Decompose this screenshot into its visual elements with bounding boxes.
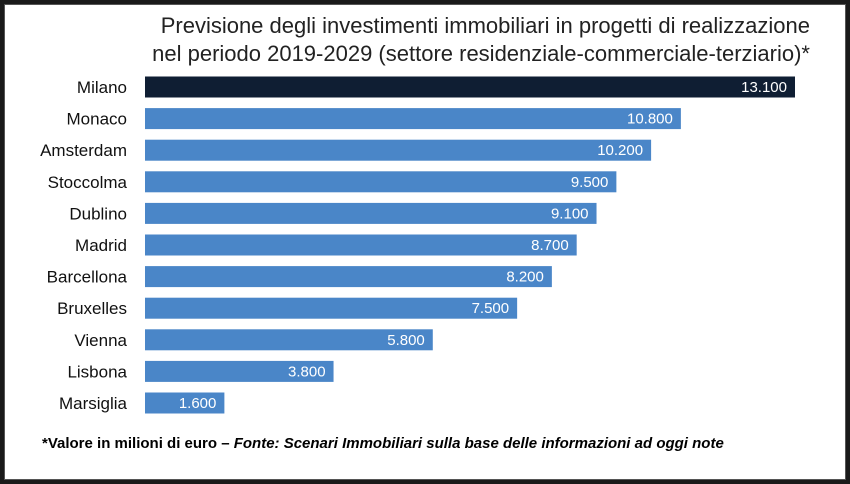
bar — [145, 392, 225, 414]
value-label: 8.200 — [506, 269, 544, 286]
bar — [145, 329, 433, 351]
category-label: Madrid — [75, 236, 127, 255]
value-label: 9.100 — [551, 205, 589, 222]
bar — [145, 202, 597, 224]
category-label: Bruxelles — [57, 299, 127, 318]
category-label: Stoccolma — [48, 173, 128, 192]
category-label: Amsterdam — [40, 141, 127, 160]
category-label: Marsiglia — [59, 394, 128, 413]
bar — [145, 360, 334, 382]
bar — [145, 234, 577, 256]
category-label: Monaco — [67, 110, 127, 129]
category-label: Barcellona — [47, 268, 128, 287]
value-label: 13.100 — [741, 79, 787, 96]
category-label: Milano — [77, 78, 127, 97]
footnote-source: Fonte: Scenari Immobiliari sulla base de… — [233, 435, 724, 452]
value-label: 5.800 — [387, 332, 425, 349]
bar — [145, 139, 652, 161]
value-label: 10.200 — [597, 142, 643, 159]
bar — [145, 108, 681, 130]
bar — [145, 266, 552, 288]
value-label: 9.500 — [571, 174, 609, 191]
value-label: 10.800 — [627, 111, 673, 128]
footnote: *Valore in milioni di euro – Fonte: Scen… — [42, 435, 724, 452]
chart-title: Previsione degli investimenti immobiliar… — [100, 12, 810, 68]
bar — [145, 297, 518, 319]
value-label: 7.500 — [472, 300, 510, 317]
bar — [145, 171, 617, 193]
category-label: Vienna — [74, 331, 127, 350]
bar — [145, 76, 795, 98]
category-label: Dublino — [69, 204, 127, 223]
value-label: 3.800 — [288, 363, 326, 380]
value-label: 8.700 — [531, 237, 569, 254]
chart-title-line-1: Previsione degli investimenti immobiliar… — [160, 13, 810, 38]
value-label: 1.600 — [179, 395, 217, 412]
chart-title-line-2: nel periodo 2019-2029 (settore residenzi… — [152, 41, 810, 66]
category-label: Lisbona — [67, 362, 127, 381]
footnote-prefix: *Valore in milioni di euro – — [42, 435, 234, 452]
